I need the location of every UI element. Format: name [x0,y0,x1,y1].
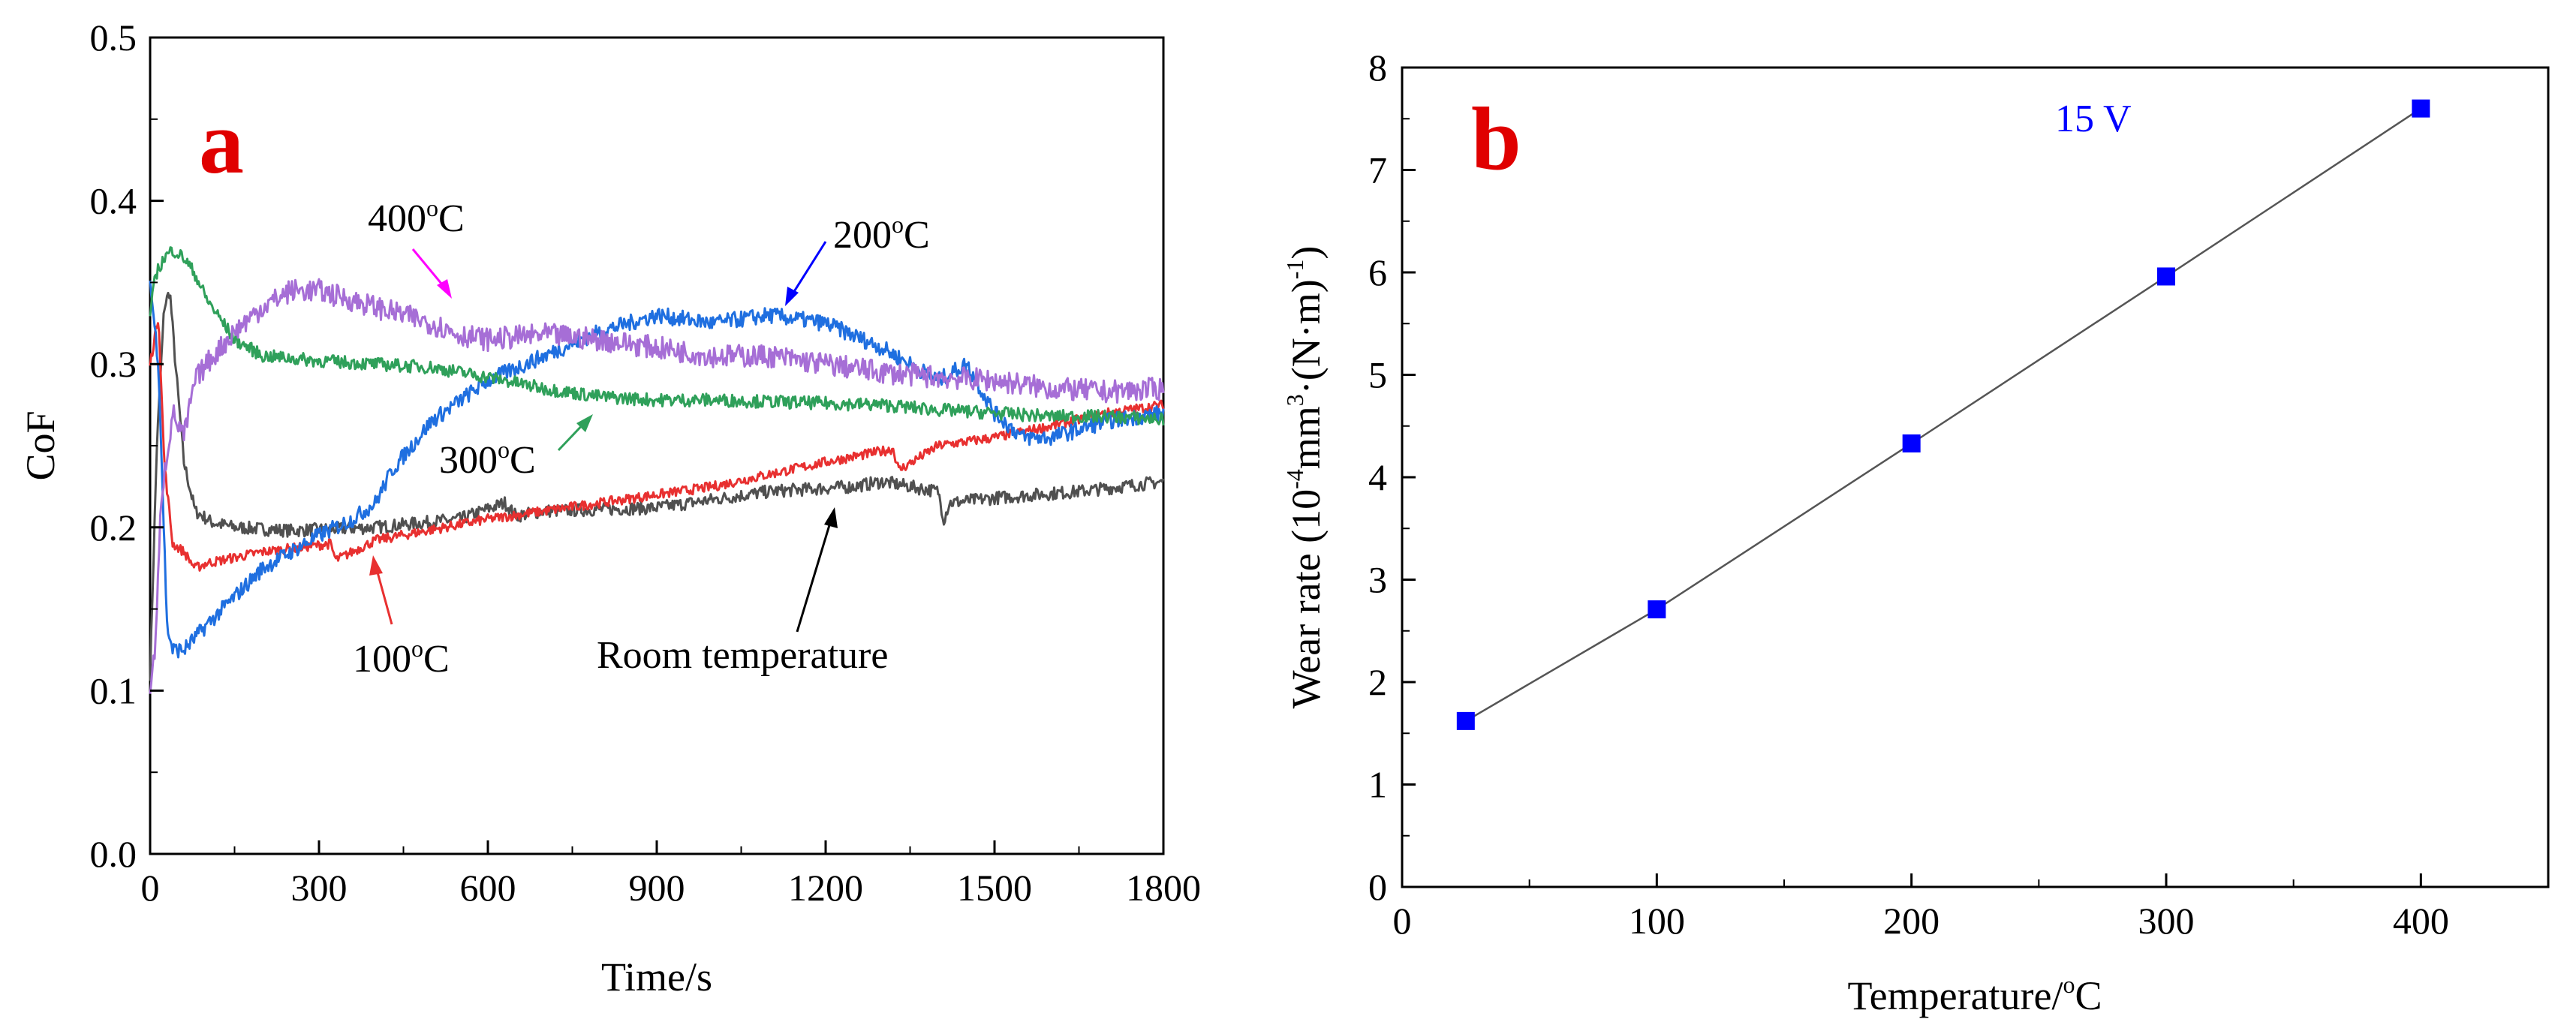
annotation-room-temperature-arrowhead [824,507,838,528]
panel-a-series-group [149,246,1165,694]
annotation-200C-sup: o [892,211,904,238]
wear-rate-point [2157,267,2175,286]
panel-b-label: b [1471,89,1521,188]
wear-rate-point [1902,434,1921,452]
panel-b-y-tick-label: 8 [1368,47,1387,89]
wear-rate-point [1456,711,1475,730]
panel-b-legend-text: 15 V [2055,98,2132,140]
panel-a-x-tick-label: 900 [629,867,685,909]
panel-a: 0 300 600 900 1200 1500 1800 0.00.10.20.30.40.… [18,17,1201,999]
wear-rate-point [2412,99,2430,118]
annotation-400C-arrowhead [437,279,452,299]
annotation-400C: 400oC [368,194,465,240]
panel-b-x-tick-label: 300 [2138,900,2195,942]
annotation-400C-unit: C [438,197,465,240]
panel-b-x-tick-label: 0 [1393,900,1412,942]
annotation-300C-sup: o [498,436,510,463]
annotation-200C-base: 200 [833,214,892,257]
panel-b-y-axis-title-sup2: 3 [1281,394,1308,406]
panel-b: 0 100 200 300 400 0 1 2 3 4 5 6 7 8 b 15 V Temperatu… [1281,47,2550,1018]
annotation-300C-base: 300 [439,439,498,482]
annotation-200C-unit: C [904,214,930,257]
annotation-100C-sup: o [411,635,423,662]
panel-b-plot-frame [1401,66,2550,888]
panel-a-x-tick-label: 0 [141,867,160,909]
panel-a-y-tick-label: 0.4 [90,180,137,222]
panel-a-plot-frame [149,36,1165,855]
panel-a-y-tick-label: 0.5 [90,17,137,59]
annotation-400C-sup: o [426,194,438,221]
panel-b-y-tick-label: 6 [1368,251,1387,293]
panel-b-y-axis-title-sup1: -4 [1281,469,1308,489]
panel-b-y-tick-label: 0 [1368,866,1387,908]
panel-b-y-tick-label: 1 [1368,764,1387,806]
series-line-100oc [149,322,1165,572]
annotation-room-temperature-arrow [796,517,833,633]
panel-a-y-axis-title: CoF [18,410,63,480]
panel-b-y-axis-title-sup3: -1 [1281,260,1308,280]
panel-b-x-axis-title-base: Temperature/ [1847,973,2063,1018]
annotation-200C-arrow [788,241,827,299]
panel-b-x-axis-title: Temperature/oC [1847,971,2102,1018]
series-line-400oc [149,278,1165,694]
panel-b-x-axis-title-sup: o [2063,971,2075,998]
annotation-room-temperature: Room temperature [597,634,888,677]
panel-b-y-axis-title: Wear rate (10-4mm3·(N·m)-1) [1281,246,1329,709]
panel-b-y-ticks: 0 1 2 3 4 5 6 7 8 [1368,47,1416,908]
panel-b-x-ticks: 0 100 200 300 400 [1393,873,2449,942]
panel-a-x-tick-label: 1500 [957,867,1032,909]
panel-a-y-ticks: 0.0 0.1 0.2 0.3 0.4 0.5 [90,17,164,875]
panel-a-x-tick-label: 1800 [1126,867,1201,909]
annotation-100C: 100oC [353,635,450,681]
panel-b-series-group [1456,99,2430,730]
annotation-100C-base: 100 [353,638,411,681]
panel-a-x-ticks: 0 300 600 900 1200 1500 1800 [141,840,1201,909]
annotation-400C-base: 400 [368,197,426,240]
panel-b-y-axis-title-part4: ) [1283,246,1329,260]
panel-b-y-axis-title-part1: Wear rate (10 [1283,489,1329,708]
panel-b-x-tick-label: 100 [1629,900,1685,942]
panel-a-x-axis-title: Time/s [601,954,712,999]
annotation-300C-unit: C [510,439,536,482]
wear-rate-point [1648,600,1666,619]
annotation-100C-arrow [374,564,393,625]
panel-a-x-tick-label: 1200 [788,867,863,909]
panel-a-x-tick-label: 600 [460,867,516,909]
annotation-300C-arrowhead [576,414,593,432]
panel-b-x-tick-label: 200 [1883,900,1940,942]
panel-a-x-tick-label: 300 [291,867,348,909]
annotation-100C-arrowhead [369,555,383,576]
panel-b-y-tick-label: 5 [1368,354,1387,396]
panel-b-y-axis-title-part2: mm [1283,406,1329,469]
panel-b-y-tick-label: 4 [1368,456,1387,498]
annotation-200C: 200oC [833,211,930,257]
panel-a-y-tick-label: 0.2 [90,506,137,549]
panel-a-label: a [199,92,244,192]
annotation-300C: 300oC [439,436,536,482]
panel-b-y-axis-title-part3: ·(N·m) [1283,279,1329,394]
wear-rate-line [1465,107,2421,722]
panel-b-y-tick-label: 3 [1368,559,1387,601]
panel-a-y-tick-label: 0.1 [90,669,137,711]
panel-b-x-tick-label: 400 [2393,900,2449,942]
annotation-200C-arrowhead [785,287,799,306]
panel-a-y-tick-label: 0.3 [90,343,137,385]
panel-b-y-tick-label: 7 [1368,149,1387,191]
series-line-300oc [149,246,1165,426]
annotation-100C-unit: C [423,638,450,681]
series-line-200oc [149,280,1165,659]
panel-a-y-tick-label: 0.0 [90,833,137,875]
panel-b-y-tick-label: 2 [1368,661,1387,703]
panel-b-x-axis-title-unit: C [2075,973,2102,1018]
